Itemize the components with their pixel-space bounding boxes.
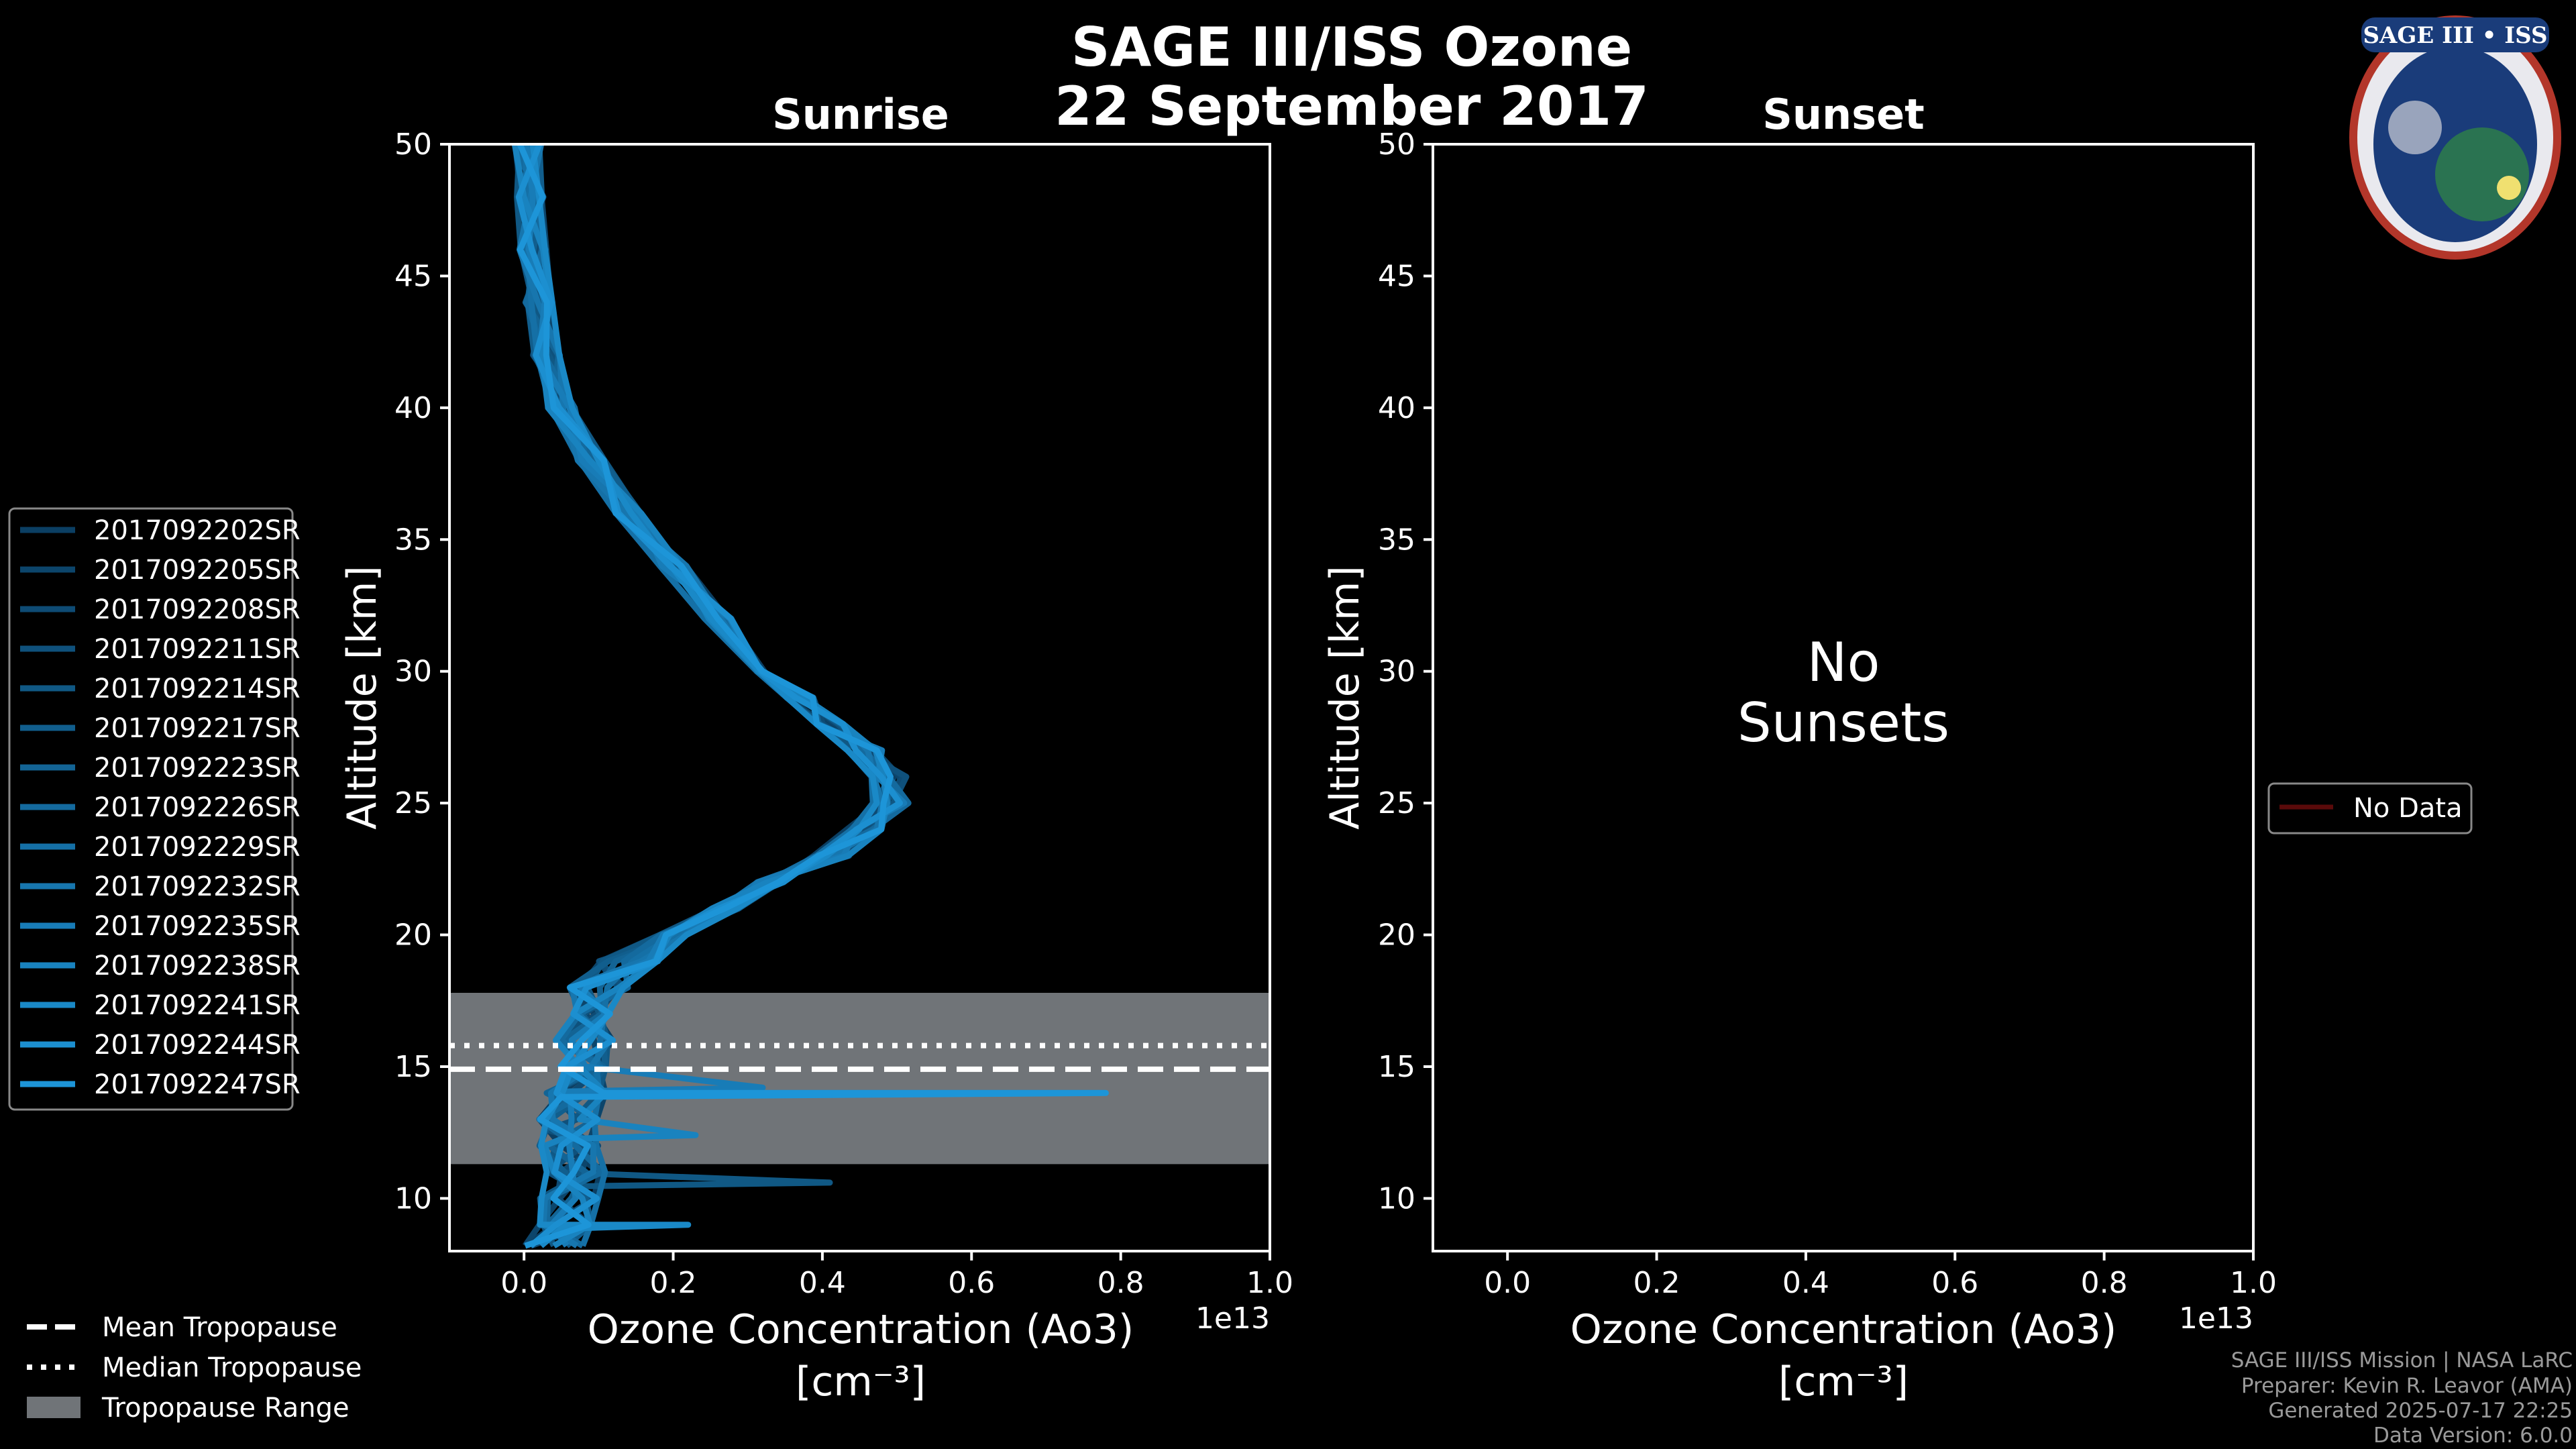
sunrise-ytick-label: 40 (394, 391, 432, 425)
legend-label-2017092223SR: 2017092223SR (94, 753, 301, 784)
sunrise-x-axis-label-line1: Ozone Concentration (Ao3) (588, 1306, 1134, 1353)
sunrise-x-axis-label-line2: [cm⁻³] (796, 1358, 926, 1405)
sunrise-xtick-label: 0.6 (948, 1266, 995, 1300)
sunrise-ytick-label: 35 (394, 523, 432, 557)
sunset-ytick-label: 35 (1378, 523, 1415, 557)
no-data-label: No Data (2353, 793, 2463, 824)
sunset-ytick-label: 40 (1378, 391, 1415, 425)
sunrise-xtick-label: 0.0 (500, 1266, 547, 1300)
sunrise-ytick-label: 45 (394, 259, 432, 293)
legend-label-2017092226SR: 2017092226SR (94, 792, 301, 823)
legend-label-2017092235SR: 2017092235SR (94, 911, 301, 942)
sunset-xtick-label: 0.4 (1782, 1266, 1829, 1300)
legend-median-label: Median Tropopause (102, 1352, 362, 1383)
sunrise-ytick-label: 50 (394, 127, 432, 162)
footer-line-2: Preparer: Kevin R. Leavor (AMA) (2241, 1374, 2573, 1398)
legend-label-2017092238SR: 2017092238SR (94, 951, 301, 981)
legend-label-2017092229SR: 2017092229SR (94, 832, 301, 863)
sunrise-ytick-label: 10 (394, 1181, 432, 1216)
legend-mean-label: Mean Tropopause (102, 1312, 337, 1343)
legend-label-2017092202SR: 2017092202SR (94, 515, 301, 546)
legend-range-swatch (27, 1397, 80, 1418)
sunset-ytick-label: 20 (1378, 918, 1415, 953)
series-legend-frame (8, 507, 294, 1111)
sunrise-panel-title: Sunrise (772, 90, 949, 139)
legend-range-label: Tropopause Range (101, 1393, 350, 1424)
sunset-x-multiplier: 1e13 (2179, 1301, 2253, 1336)
footer-line-4: Data Version: 6.0.0 (2373, 1424, 2573, 1448)
sunset-xtick-label: 0.0 (1484, 1266, 1531, 1300)
sunset-ytick-label: 10 (1378, 1181, 1415, 1216)
sage-iii-iss-logo: SAGE III • ISS (2349, 15, 2561, 260)
series-line-2017092238SR (511, 144, 890, 1248)
legend-label-2017092247SR: 2017092247SR (94, 1069, 301, 1100)
sunset-xtick-label: 0.8 (2081, 1266, 2128, 1300)
sunrise-xtick-label: 0.4 (799, 1266, 846, 1300)
sunset-y-axis-label: Altitude [km] (1322, 566, 1368, 830)
sunset-axes-frame (1432, 143, 2255, 1252)
sunrise-panel: Sunrise 10 15 20 25 30 35 40 45 50 0.0 0.2 0.4 0.6 0… (339, 90, 1293, 1405)
tropopause-legend: Mean Tropopause Median Tropopause Tropop… (27, 1312, 362, 1424)
sunrise-xtick-label: 1.0 (1246, 1266, 1293, 1300)
sunset-xtick-label: 1.0 (2230, 1266, 2277, 1300)
sunrise-ytick-label: 20 (394, 918, 432, 953)
no-data-legend: No Data (2267, 782, 2473, 835)
legend-label-2017092211SR: 2017092211SR (94, 634, 301, 665)
sunset-panel: Sunset 10 15 20 25 30 35 40 45 50 0.0 0.2 0.4 0.6 0.… (1322, 90, 2277, 1405)
footer-line-1: SAGE III/ISS Mission | NASA LaRC (2231, 1348, 2573, 1373)
sunrise-x-multiplier: 1e13 (1195, 1301, 1270, 1336)
sunset-x-axis-label-line2: [cm⁻³] (1778, 1358, 1909, 1405)
no-sunsets-message-line1: No (1807, 631, 1880, 694)
sunset-ytick-label: 50 (1378, 127, 1415, 162)
series-legend: 2017092202SR 2017092205SR 2017092208SR 2017… (8, 507, 301, 1111)
footer-line-3: Generated 2025-07-17 22:25 (2268, 1399, 2573, 1423)
sunset-ytick-label: 25 (1378, 786, 1415, 820)
sunset-xtick-label: 0.2 (1633, 1266, 1680, 1300)
sunrise-ytick-label: 30 (394, 655, 432, 689)
series-line-2017092247SR (517, 144, 1109, 1249)
sunset-ytick-label: 30 (1378, 655, 1415, 689)
sunrise-xtick-label: 0.2 (650, 1266, 697, 1300)
sunset-panel-title: Sunset (1762, 90, 1925, 139)
sunset-x-axis-label-line1: Ozone Concentration (Ao3) (1570, 1306, 2117, 1353)
sunset-xtick-label: 0.6 (1931, 1266, 1978, 1300)
sunset-ytick-label: 45 (1378, 259, 1415, 293)
footer-credits: SAGE III/ISS Mission | NASA LaRC Prepare… (2231, 1348, 2573, 1448)
figure-title-line1: SAGE III/ISS Ozone (1071, 16, 1632, 78)
legend-label-2017092208SR: 2017092208SR (94, 594, 301, 625)
logo-text: SAGE III • ISS (2363, 22, 2547, 49)
figure-title-line2: 22 September 2017 (1055, 75, 1649, 138)
no-data-legend-frame (2267, 782, 2473, 835)
legend-label-2017092232SR: 2017092232SR (94, 871, 301, 902)
sunrise-axes-frame (448, 143, 1271, 1252)
legend-label-2017092217SR: 2017092217SR (94, 713, 301, 744)
legend-label-2017092241SR: 2017092241SR (94, 990, 301, 1021)
legend-label-2017092244SR: 2017092244SR (94, 1030, 301, 1061)
legend-label-2017092205SR: 2017092205SR (94, 555, 301, 586)
sunrise-y-axis-label: Altitude [km] (339, 566, 386, 830)
sunset-ytick-label: 15 (1378, 1050, 1415, 1084)
sunrise-ytick-label: 25 (394, 786, 432, 820)
sunrise-ytick-label: 15 (394, 1050, 432, 1084)
no-sunsets-message-line2: Sunsets (1737, 692, 1949, 754)
sunrise-xtick-label: 0.8 (1097, 1266, 1144, 1300)
legend-label-2017092214SR: 2017092214SR (94, 674, 301, 704)
